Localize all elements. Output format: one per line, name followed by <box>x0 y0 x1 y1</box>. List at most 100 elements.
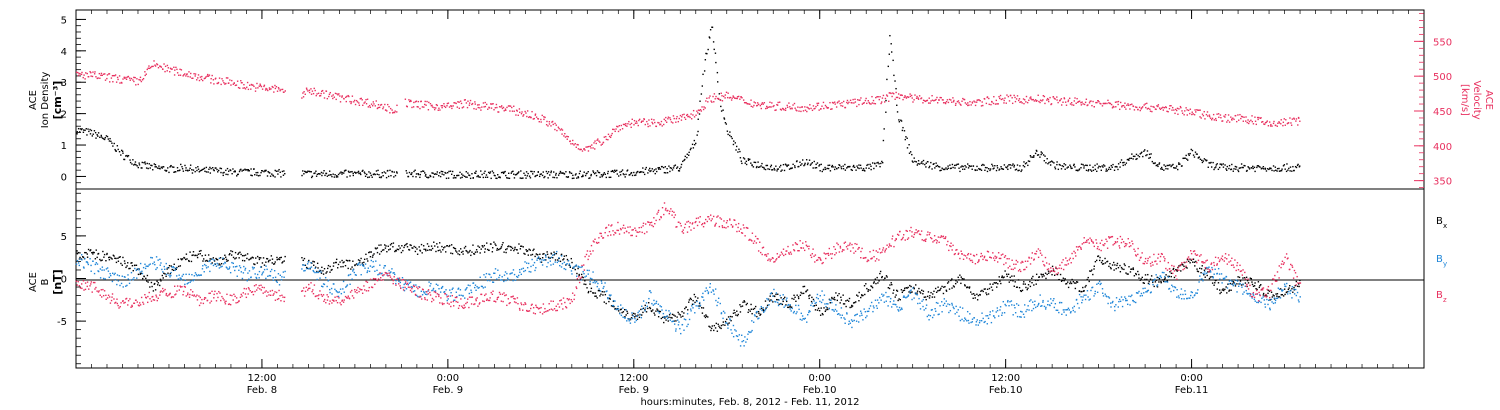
velocity-point <box>956 100 959 103</box>
by-point <box>99 277 102 279</box>
by-point <box>432 289 434 291</box>
density-point <box>608 176 610 179</box>
density-point <box>658 168 660 170</box>
density-point <box>1085 169 1088 172</box>
bx-point <box>852 302 855 304</box>
density-point <box>122 152 124 154</box>
bx-point <box>730 319 732 322</box>
density-point <box>692 147 695 149</box>
bx-point <box>149 286 151 288</box>
bx-point <box>786 300 788 303</box>
by-point <box>824 303 826 305</box>
velocity-point <box>808 108 810 110</box>
density-point <box>446 171 449 174</box>
by-point <box>550 256 553 259</box>
velocity-point <box>688 115 690 118</box>
velocity-point <box>82 76 84 79</box>
velocity-point <box>373 103 375 105</box>
by-point <box>243 265 245 268</box>
density-point <box>424 175 427 177</box>
bx-point <box>815 304 817 306</box>
by-point <box>318 269 321 272</box>
by-point <box>612 299 615 302</box>
velocity-point <box>1131 103 1133 105</box>
bx-point <box>698 305 700 307</box>
velocity-point <box>458 107 461 109</box>
velocity-point <box>863 102 865 104</box>
bx-point <box>658 310 660 313</box>
bx-point <box>86 253 89 255</box>
velocity-point <box>1209 117 1212 119</box>
by-point <box>269 270 272 273</box>
bx-point <box>395 250 398 252</box>
by-point <box>699 304 702 307</box>
by-point <box>610 294 612 296</box>
velocity-point <box>124 77 126 80</box>
density-point <box>1198 156 1201 158</box>
density-point <box>633 171 635 174</box>
velocity-point <box>635 120 638 123</box>
velocity-point <box>872 99 875 102</box>
bx-point <box>691 303 694 306</box>
by-point <box>316 278 318 281</box>
by-point <box>322 283 325 285</box>
velocity-point <box>725 91 728 94</box>
density-point <box>830 166 833 168</box>
by-point <box>706 289 708 292</box>
bx-point <box>981 289 983 292</box>
density-point <box>1106 170 1108 172</box>
bx-point <box>695 299 698 302</box>
velocity-point <box>1140 108 1142 110</box>
by-point <box>688 318 691 321</box>
bx-point <box>995 282 998 284</box>
velocity-point <box>579 148 582 151</box>
bx-point <box>196 254 198 257</box>
density-point <box>143 161 145 164</box>
by-point <box>420 290 423 293</box>
bx-point <box>1026 288 1028 291</box>
bx-point <box>1099 256 1101 259</box>
bx-point <box>206 260 209 262</box>
density-point <box>798 165 800 168</box>
by-point <box>395 279 397 282</box>
velocity-point <box>1057 101 1059 104</box>
velocity-point <box>95 76 97 78</box>
bx-point <box>892 289 895 291</box>
bx-point <box>284 255 286 258</box>
velocity-point <box>544 116 546 119</box>
bx-point <box>563 258 565 260</box>
bx-point <box>468 251 470 253</box>
bx-point <box>820 307 822 309</box>
density-point <box>542 171 544 173</box>
velocity-point <box>669 118 672 121</box>
bx-point <box>928 297 931 299</box>
bx-point <box>1020 290 1023 293</box>
bx-point <box>731 316 733 318</box>
bx-point <box>1144 274 1147 276</box>
bx-point <box>1189 262 1191 264</box>
density-point <box>776 170 778 172</box>
velocity-point <box>208 74 211 76</box>
velocity-point <box>1291 118 1294 120</box>
by-point <box>537 256 540 258</box>
density-point <box>162 166 165 168</box>
bx-point <box>1170 272 1173 274</box>
by-point <box>589 277 592 280</box>
by-point <box>354 274 357 276</box>
velocity-point <box>179 68 181 71</box>
density-point <box>659 168 662 170</box>
bx-point <box>540 261 543 263</box>
by-point <box>144 267 147 270</box>
velocity-point <box>864 99 867 102</box>
by-point <box>265 277 267 280</box>
velocity-point <box>1098 101 1100 103</box>
bx-point <box>408 249 411 251</box>
velocity-point <box>648 119 650 121</box>
velocity-point <box>1015 98 1018 100</box>
density-point <box>363 171 366 173</box>
by-point <box>792 312 795 314</box>
by-point <box>366 270 369 272</box>
bx-point <box>889 284 891 286</box>
bx-point <box>184 258 187 261</box>
bx-point <box>376 247 379 249</box>
